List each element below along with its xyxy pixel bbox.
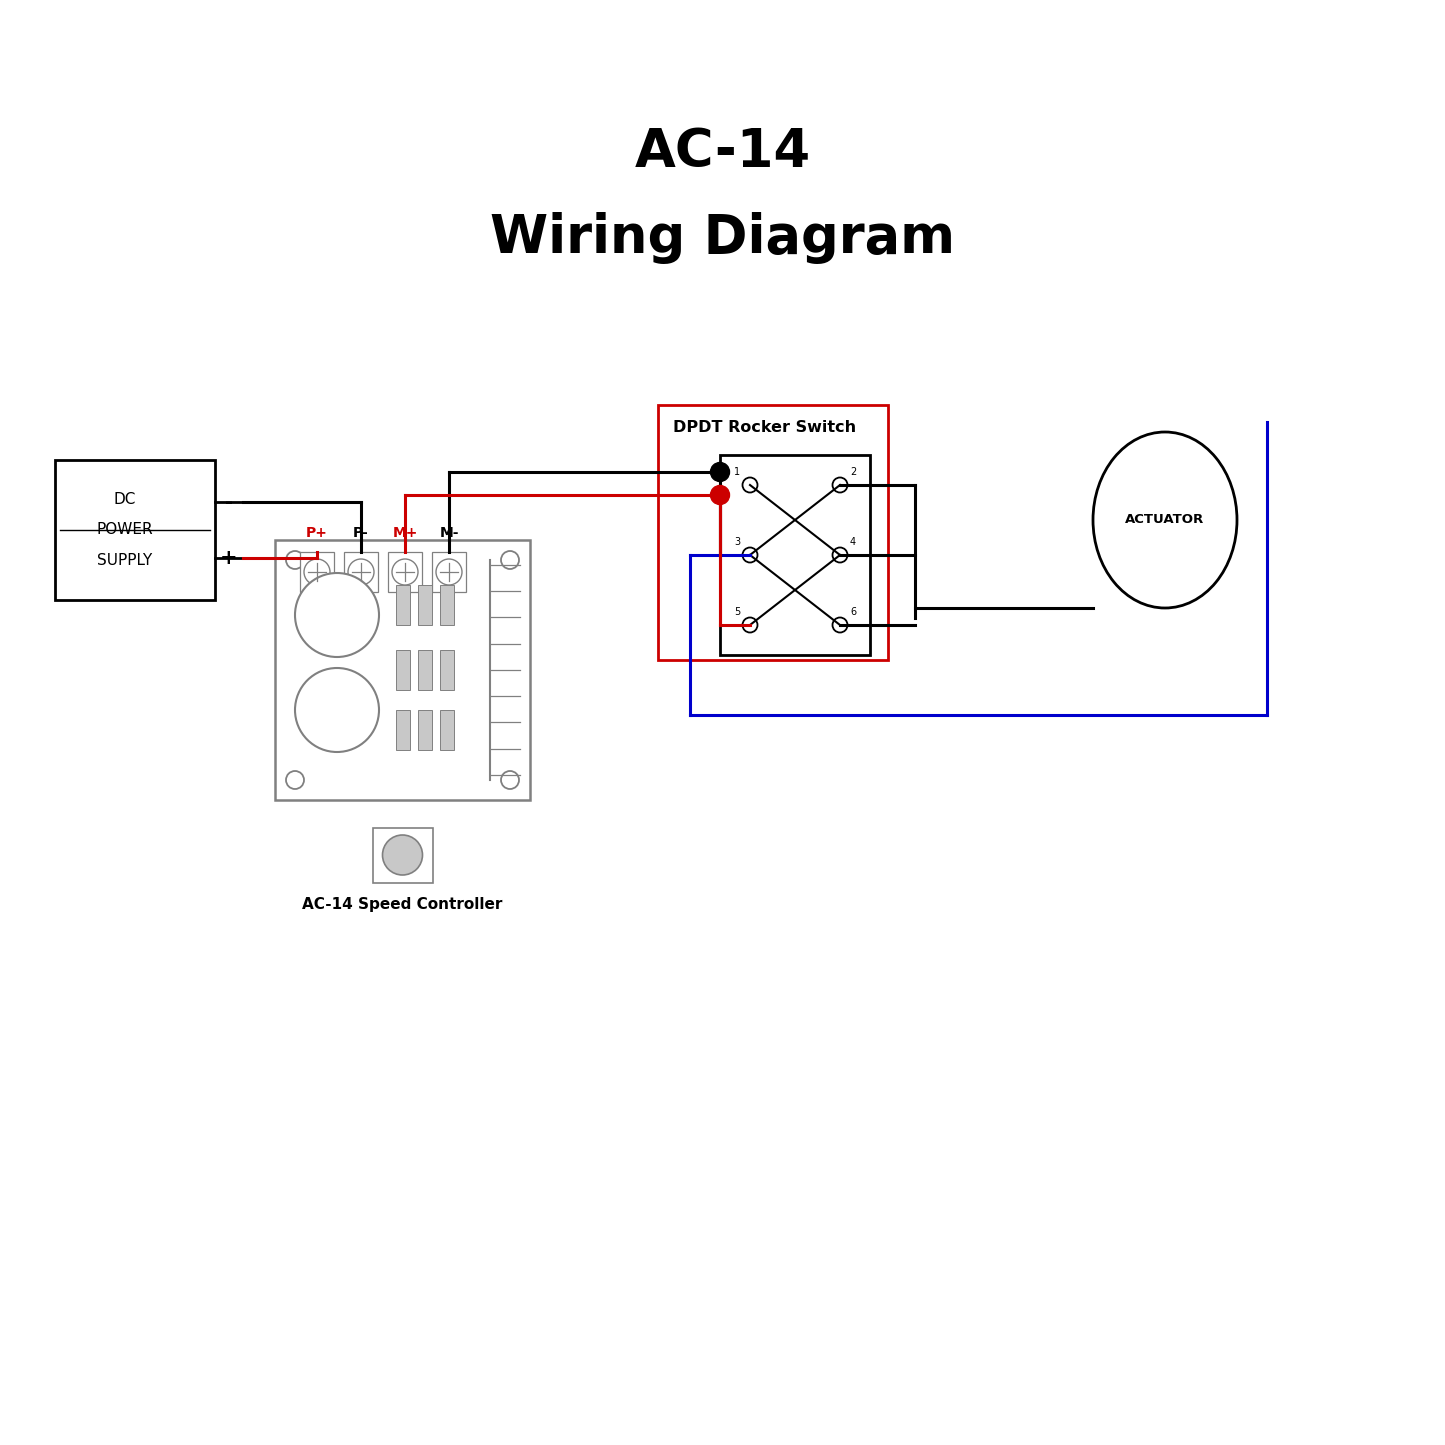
Text: P-: P- bbox=[353, 526, 368, 540]
Text: SUPPLY: SUPPLY bbox=[97, 553, 153, 568]
Text: +: + bbox=[220, 548, 238, 568]
Circle shape bbox=[832, 477, 848, 493]
Circle shape bbox=[348, 559, 374, 585]
Circle shape bbox=[436, 559, 462, 585]
FancyBboxPatch shape bbox=[396, 709, 410, 750]
FancyBboxPatch shape bbox=[432, 552, 465, 592]
Text: ACTUATOR: ACTUATOR bbox=[1126, 513, 1205, 526]
Text: POWER: POWER bbox=[97, 523, 153, 538]
Circle shape bbox=[392, 559, 418, 585]
Text: AC-14: AC-14 bbox=[634, 126, 811, 178]
Text: Wiring Diagram: Wiring Diagram bbox=[490, 212, 955, 264]
Text: 2: 2 bbox=[850, 467, 855, 477]
Circle shape bbox=[711, 462, 730, 481]
Text: DPDT Rocker Switch: DPDT Rocker Switch bbox=[673, 419, 855, 435]
Text: 4: 4 bbox=[850, 538, 855, 548]
Text: M-: M- bbox=[439, 526, 458, 540]
FancyBboxPatch shape bbox=[396, 585, 410, 626]
Circle shape bbox=[832, 617, 848, 633]
Circle shape bbox=[501, 772, 519, 789]
Text: 6: 6 bbox=[850, 607, 855, 617]
FancyBboxPatch shape bbox=[418, 650, 432, 691]
Circle shape bbox=[743, 617, 757, 633]
Circle shape bbox=[295, 574, 379, 657]
Text: M+: M+ bbox=[392, 526, 418, 540]
Text: 5: 5 bbox=[734, 607, 740, 617]
Text: -: - bbox=[225, 493, 233, 512]
Circle shape bbox=[743, 548, 757, 562]
Circle shape bbox=[711, 486, 730, 504]
FancyBboxPatch shape bbox=[439, 709, 454, 750]
Ellipse shape bbox=[1092, 432, 1237, 608]
Circle shape bbox=[501, 551, 519, 569]
FancyBboxPatch shape bbox=[373, 828, 432, 883]
Circle shape bbox=[286, 551, 303, 569]
FancyBboxPatch shape bbox=[344, 552, 379, 592]
FancyBboxPatch shape bbox=[439, 650, 454, 691]
Circle shape bbox=[286, 772, 303, 789]
Text: P+: P+ bbox=[306, 526, 328, 540]
FancyBboxPatch shape bbox=[418, 709, 432, 750]
Circle shape bbox=[303, 559, 329, 585]
Text: DC: DC bbox=[114, 491, 136, 507]
Circle shape bbox=[743, 477, 757, 493]
Circle shape bbox=[383, 835, 422, 876]
Circle shape bbox=[295, 668, 379, 751]
FancyBboxPatch shape bbox=[275, 540, 530, 801]
Text: 1: 1 bbox=[734, 467, 740, 477]
FancyBboxPatch shape bbox=[301, 552, 334, 592]
FancyBboxPatch shape bbox=[389, 552, 422, 592]
FancyBboxPatch shape bbox=[439, 585, 454, 626]
Circle shape bbox=[832, 548, 848, 562]
FancyBboxPatch shape bbox=[418, 585, 432, 626]
FancyBboxPatch shape bbox=[720, 455, 870, 655]
FancyBboxPatch shape bbox=[55, 460, 215, 600]
Text: AC-14 Speed Controller: AC-14 Speed Controller bbox=[302, 897, 503, 912]
Text: 3: 3 bbox=[734, 538, 740, 548]
FancyBboxPatch shape bbox=[396, 650, 410, 691]
